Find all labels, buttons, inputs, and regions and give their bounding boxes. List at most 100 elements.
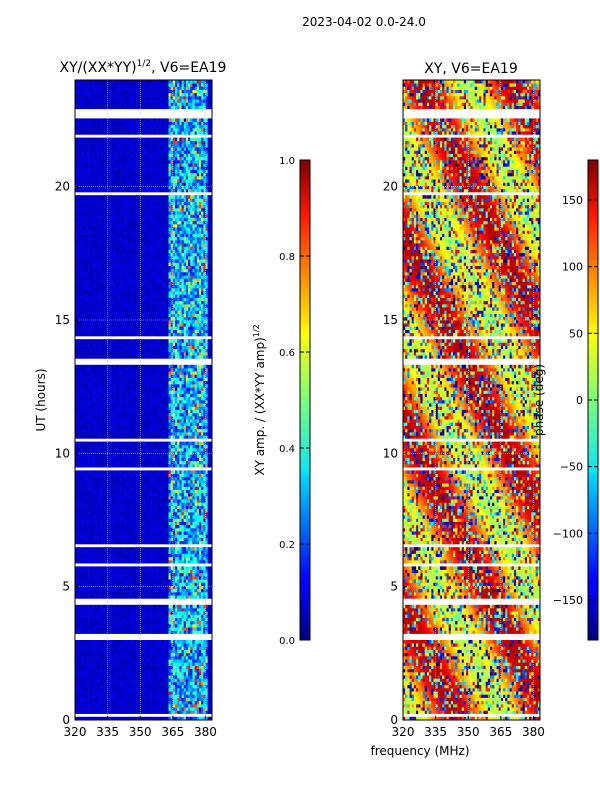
heatmap-cell — [92, 649, 95, 654]
heatmap-cell — [88, 614, 91, 618]
heatmap-cell — [172, 656, 176, 660]
heatmap-cell — [125, 608, 128, 612]
heatmap-cell — [114, 652, 117, 657]
heatmap-cell — [81, 662, 84, 666]
heatmap-cell — [135, 662, 139, 666]
heatmap-cell — [179, 691, 182, 695]
heatmap-cell — [90, 700, 93, 705]
heatmap-cell — [183, 508, 187, 513]
heatmap-cell — [153, 694, 156, 698]
heatmap-cell — [207, 710, 211, 714]
heatmap-cell — [181, 464, 185, 468]
heatmap-cell — [170, 604, 174, 609]
heatmap-cell — [83, 483, 87, 487]
heatmap-cell — [127, 492, 130, 497]
heatmap-cell — [161, 582, 165, 586]
heatmap-cell — [120, 697, 124, 702]
heatmap-cell — [161, 496, 165, 500]
heatmap-cell — [185, 454, 189, 458]
heatmap-cell — [148, 691, 152, 695]
heatmap-cell — [133, 515, 137, 519]
heatmap-cell — [118, 508, 121, 513]
heatmap-cell — [157, 704, 161, 708]
heatmap-cell — [153, 630, 156, 634]
heatmap-cell — [151, 662, 154, 666]
heatmap-cell — [164, 448, 167, 452]
heatmap-cell — [205, 569, 208, 574]
heatmap-cell — [83, 560, 87, 564]
heatmap-cell — [129, 547, 132, 551]
heatmap-cell — [170, 614, 174, 618]
heatmap-cell — [114, 473, 117, 478]
heatmap-cell — [120, 707, 124, 711]
heatmap-cell — [159, 508, 163, 513]
heatmap-cell — [194, 489, 198, 494]
heatmap-cell — [90, 483, 93, 487]
heatmap-cell — [207, 681, 211, 686]
heatmap-cell — [125, 560, 128, 564]
heatmap-cell — [194, 486, 198, 490]
heatmap-cell — [157, 681, 161, 686]
heatmap-cell — [140, 608, 143, 612]
heatmap-cell — [142, 528, 145, 532]
heatmap-cell — [164, 508, 167, 513]
heatmap-cell — [183, 665, 187, 670]
heatmap-cell — [81, 688, 84, 692]
heatmap-cell — [79, 668, 82, 673]
heatmap-cell — [205, 630, 208, 634]
heatmap-cell — [175, 665, 178, 670]
heatmap-cell — [164, 512, 167, 516]
heatmap-cell — [88, 464, 91, 468]
heatmap-cell — [196, 611, 200, 615]
heatmap-cell — [92, 518, 95, 522]
heatmap-cell — [103, 560, 106, 564]
heatmap-cell — [81, 464, 84, 468]
heatmap-cell — [166, 451, 169, 455]
heatmap-cell — [183, 694, 187, 698]
heatmap-cell — [83, 441, 87, 446]
heatmap-cell — [179, 662, 182, 666]
heatmap-cell — [90, 656, 93, 660]
heatmap-cell — [125, 515, 128, 519]
heatmap-cell — [194, 579, 198, 583]
heatmap-cell — [161, 630, 165, 634]
heatmap-cell — [148, 588, 152, 593]
heatmap-cell — [192, 534, 195, 538]
heatmap-cell — [209, 704, 212, 708]
heatmap-cell — [79, 588, 82, 593]
heatmap-cell — [125, 480, 128, 484]
heatmap-cell — [153, 672, 156, 676]
heatmap-cell — [192, 585, 195, 590]
heatmap-cell — [159, 665, 163, 670]
heatmap-cell — [172, 489, 176, 494]
heatmap-cell — [170, 457, 174, 462]
heatmap-cell — [114, 569, 117, 574]
heatmap-cell — [188, 627, 191, 631]
heatmap-cell — [144, 512, 148, 516]
heatmap-cell — [209, 656, 212, 660]
heatmap-cell — [194, 556, 198, 561]
heatmap-cell — [185, 464, 189, 468]
heatmap-cell — [75, 707, 78, 711]
heatmap-cell — [131, 691, 135, 695]
heatmap-cell — [190, 704, 193, 708]
heatmap-cell — [151, 470, 154, 474]
heatmap-cell — [114, 659, 117, 663]
heatmap-cell — [146, 448, 150, 452]
heatmap-cell — [205, 448, 208, 452]
heatmap-cell — [111, 486, 115, 490]
heatmap-cell — [85, 697, 89, 702]
heatmap-cell — [138, 486, 141, 490]
heatmap-cell — [142, 531, 145, 535]
heatmap-cell — [155, 684, 158, 689]
heatmap-cell — [133, 502, 137, 506]
heatmap-cell — [148, 499, 152, 503]
heatmap-cell — [194, 569, 198, 574]
heatmap-cell — [157, 451, 161, 455]
heatmap-cell — [161, 592, 165, 596]
heatmap-cell — [92, 681, 95, 686]
heatmap-cell — [122, 662, 126, 666]
heatmap-cell — [190, 560, 193, 564]
heatmap-cell — [153, 678, 156, 682]
heatmap-cell — [205, 579, 208, 583]
